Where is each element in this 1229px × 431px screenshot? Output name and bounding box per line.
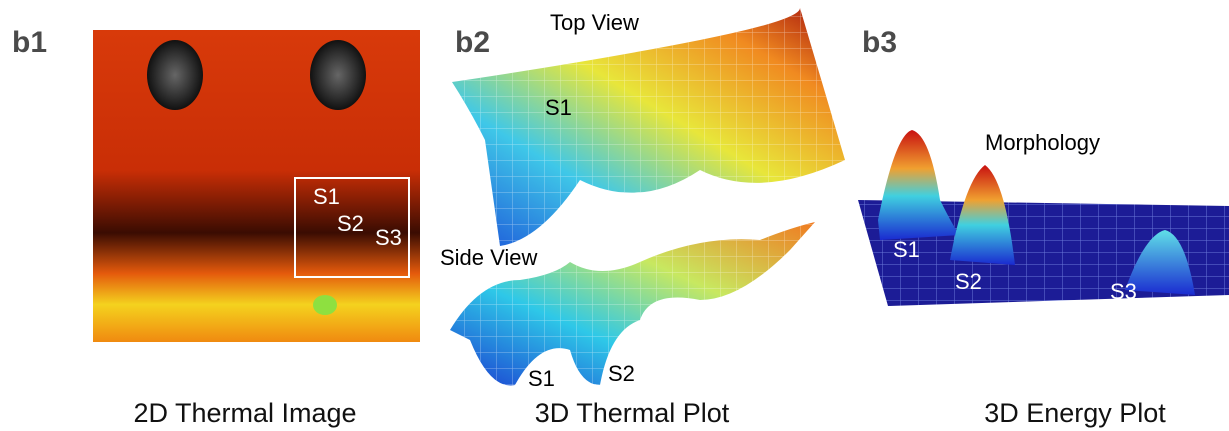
plot-title: Morphology (985, 130, 1100, 155)
annotation: S2 (608, 361, 635, 386)
thermal-blob (310, 40, 366, 110)
annotation: S2 (337, 211, 364, 236)
view-title: Side View (440, 245, 538, 270)
figure: b1 S1 S2 S3 2D Thermal Image b2 Top View… (0, 0, 1229, 431)
annotation: S3 (1110, 279, 1137, 304)
panel-label: b3 (862, 26, 897, 59)
annotation: S1 (313, 184, 340, 209)
annotation: S3 (375, 225, 402, 250)
caption: 3D Energy Plot (984, 398, 1166, 428)
panel-label: b2 (455, 26, 490, 59)
caption: 2D Thermal Image (133, 398, 356, 428)
panel-label: b1 (12, 26, 47, 59)
annotation: S1 (893, 237, 920, 262)
thermal-blob (147, 40, 203, 110)
caption: 3D Thermal Plot (535, 398, 730, 428)
annotation: S1 (528, 366, 555, 391)
surface-mesh (452, 8, 845, 246)
thermal-spot (313, 295, 337, 315)
view-title: Top View (550, 10, 639, 35)
energy-peak (878, 130, 960, 240)
thermal-image (93, 30, 420, 342)
annotation: S1 (545, 95, 572, 120)
annotation: S2 (955, 269, 982, 294)
